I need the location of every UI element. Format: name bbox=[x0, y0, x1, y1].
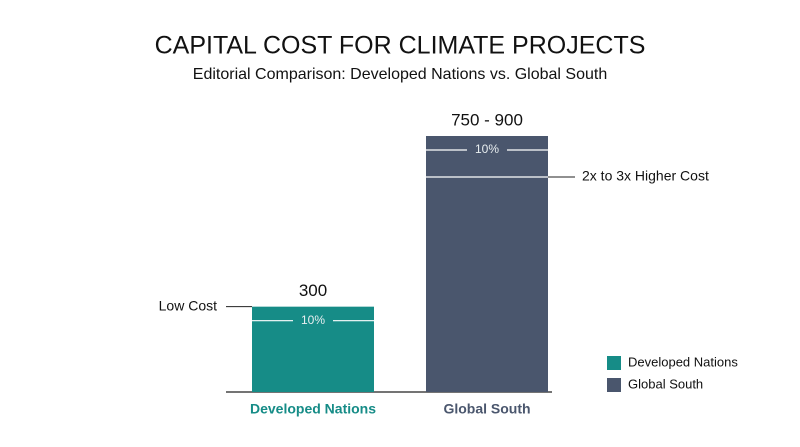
legend-label: Global South bbox=[628, 376, 703, 391]
value-label: 750 - 900 bbox=[451, 110, 523, 129]
value-label: 300 bbox=[299, 281, 327, 300]
band-label: 10% bbox=[301, 313, 325, 327]
annotation: 2x to 3x Higher Cost bbox=[582, 168, 709, 184]
x-tick-label: Global South bbox=[443, 401, 530, 417]
band-label: 10% bbox=[475, 142, 499, 156]
legend-label: Developed Nations bbox=[628, 354, 738, 369]
annotation: Low Cost bbox=[159, 297, 217, 313]
legend-swatch bbox=[607, 356, 621, 370]
chart-subtitle: Editorial Comparison: Developed Nations … bbox=[193, 66, 607, 83]
bar bbox=[426, 136, 548, 392]
legend-swatch bbox=[607, 378, 621, 392]
x-tick-label: Developed Nations bbox=[250, 401, 376, 417]
chart-title: CAPITAL COST FOR CLIMATE PROJECTS bbox=[155, 32, 646, 60]
